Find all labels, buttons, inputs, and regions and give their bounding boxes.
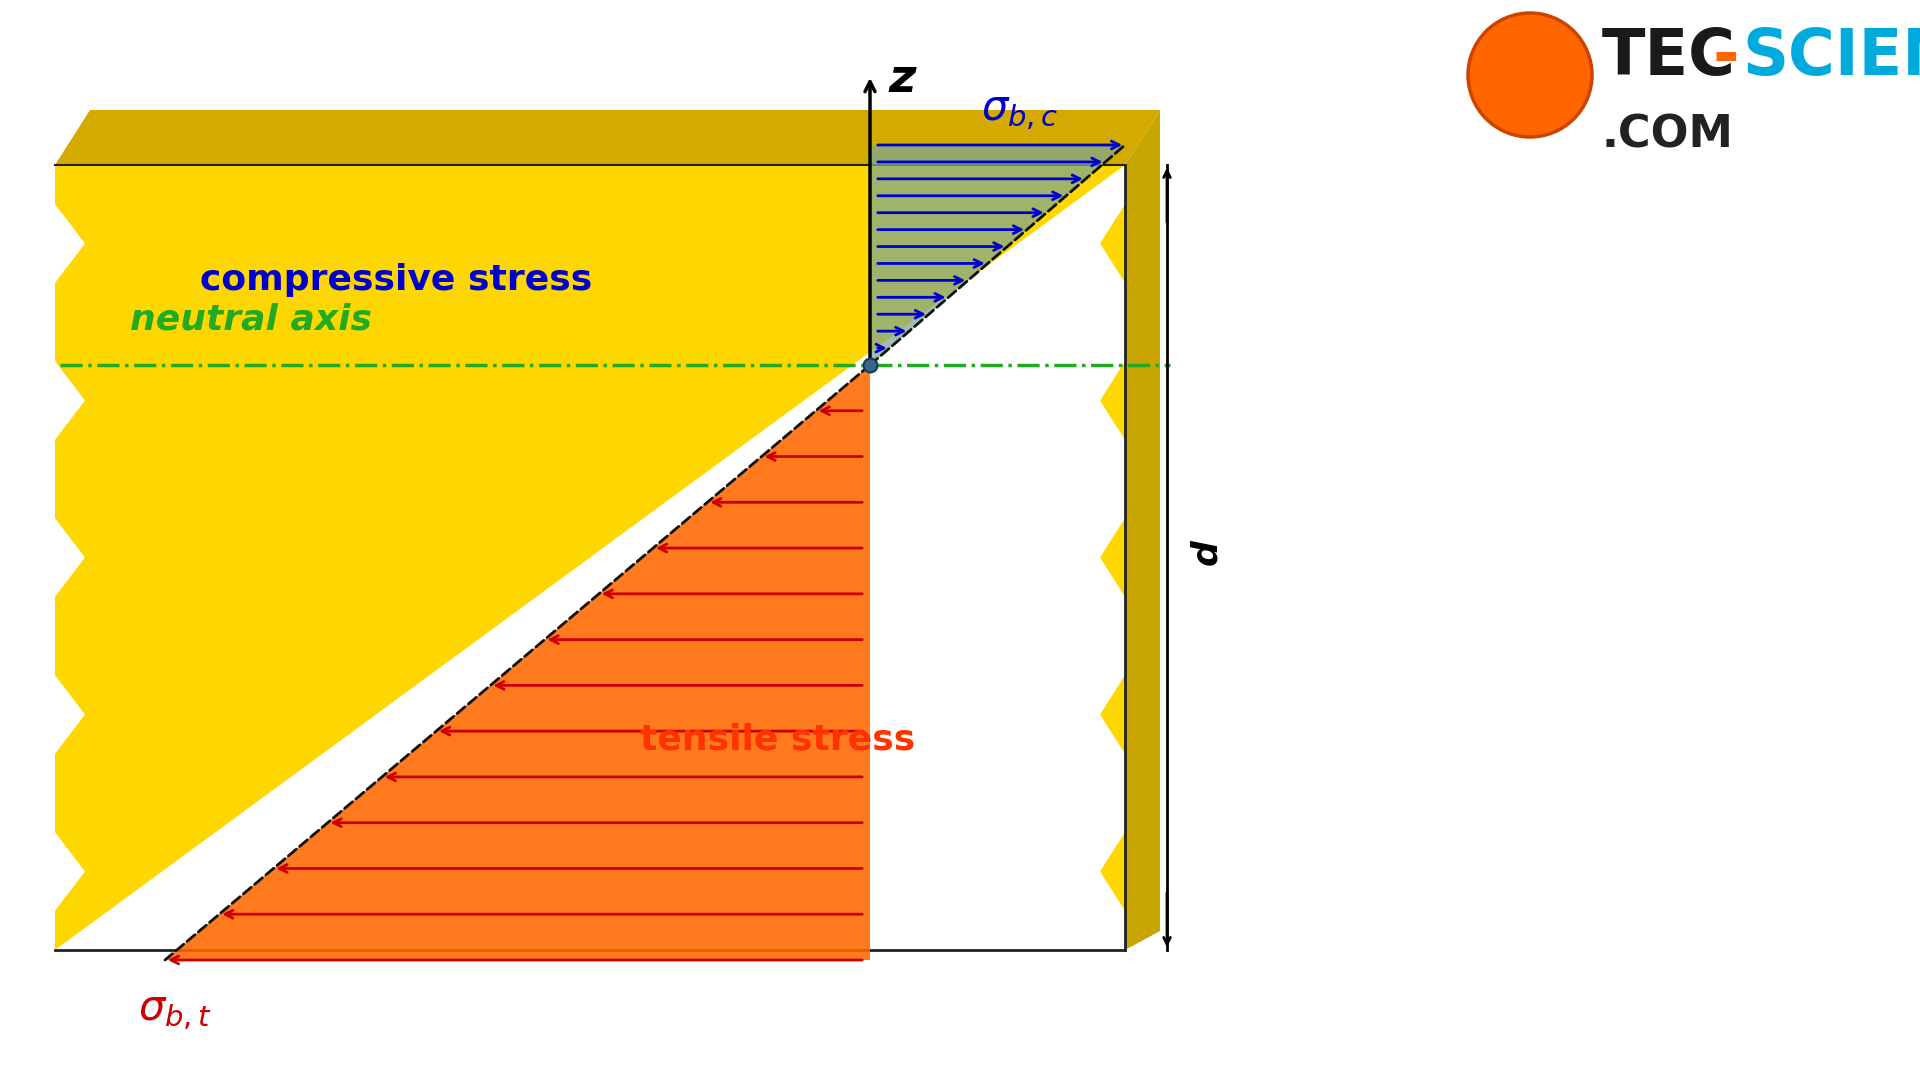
Polygon shape	[165, 365, 870, 960]
Polygon shape	[56, 165, 1125, 950]
Text: tensile stress: tensile stress	[639, 723, 916, 757]
Text: .COM: .COM	[1601, 113, 1734, 156]
Text: $\sigma_{b,t}$: $\sigma_{b,t}$	[138, 990, 211, 1031]
Text: d: d	[1188, 540, 1223, 566]
Text: SCIENCE: SCIENCE	[1741, 26, 1920, 87]
Text: z: z	[887, 57, 916, 103]
Text: neutral axis: neutral axis	[131, 303, 372, 337]
Polygon shape	[1125, 110, 1160, 950]
Text: -: -	[1713, 26, 1740, 87]
Polygon shape	[870, 145, 1125, 365]
Circle shape	[1469, 13, 1592, 137]
Text: TEC: TEC	[1601, 26, 1736, 87]
Text: compressive stress: compressive stress	[200, 264, 591, 297]
Polygon shape	[56, 110, 1160, 165]
Text: $\sigma_{b,c}$: $\sigma_{b,c}$	[981, 90, 1058, 132]
